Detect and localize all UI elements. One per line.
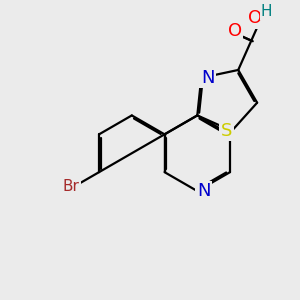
Text: O: O [248, 9, 262, 27]
Text: N: N [201, 69, 214, 87]
Text: H: H [261, 4, 272, 19]
Text: O: O [228, 22, 242, 40]
Text: S: S [221, 122, 232, 140]
Text: Br: Br [63, 179, 80, 194]
Text: N: N [197, 182, 210, 200]
